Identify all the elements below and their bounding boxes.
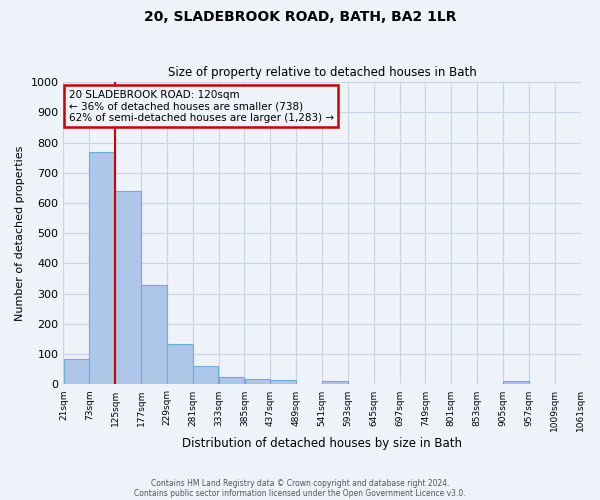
Bar: [89, 152, 115, 384]
Bar: [322, 382, 347, 384]
Bar: [271, 380, 296, 384]
Bar: [64, 359, 89, 384]
Bar: [193, 366, 218, 384]
Bar: [218, 377, 244, 384]
Text: 20, SLADEBROOK ROAD, BATH, BA2 1LR: 20, SLADEBROOK ROAD, BATH, BA2 1LR: [144, 10, 456, 24]
Text: Contains public sector information licensed under the Open Government Licence v3: Contains public sector information licen…: [134, 488, 466, 498]
X-axis label: Distribution of detached houses by size in Bath: Distribution of detached houses by size …: [182, 437, 462, 450]
Y-axis label: Number of detached properties: Number of detached properties: [15, 146, 25, 321]
Title: Size of property relative to detached houses in Bath: Size of property relative to detached ho…: [167, 66, 476, 80]
Text: 20 SLADEBROOK ROAD: 120sqm
← 36% of detached houses are smaller (738)
62% of sem: 20 SLADEBROOK ROAD: 120sqm ← 36% of deta…: [68, 90, 334, 123]
Bar: [503, 382, 529, 384]
Bar: [245, 379, 270, 384]
Bar: [141, 284, 167, 384]
Bar: [115, 191, 141, 384]
Bar: [167, 344, 193, 384]
Text: Contains HM Land Registry data © Crown copyright and database right 2024.: Contains HM Land Registry data © Crown c…: [151, 478, 449, 488]
